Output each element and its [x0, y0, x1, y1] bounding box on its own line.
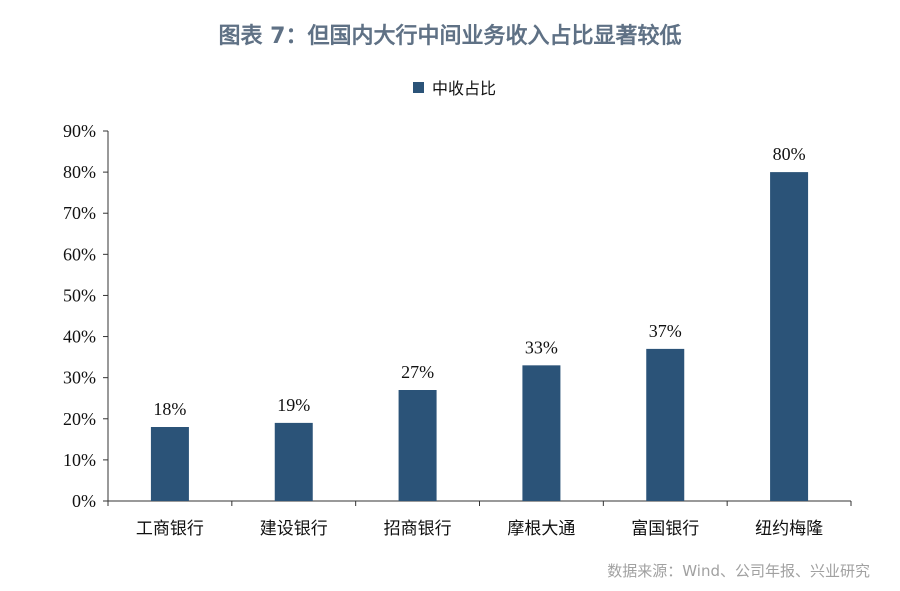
category-label: 建设银行 [260, 519, 328, 539]
data-label: 27% [401, 362, 434, 382]
legend-label: 中收占比 [432, 79, 497, 98]
data-label: 33% [525, 337, 558, 357]
chart-title: 图表 7：但国内大行中间业务收入占比显著较低 [218, 24, 682, 49]
y-tick-label: 30% [63, 368, 96, 388]
data-label: 80% [773, 144, 806, 164]
data-label: 18% [153, 399, 186, 419]
bar [646, 348, 685, 501]
y-tick-label: 50% [63, 285, 96, 305]
category-label: 富国银行 [631, 519, 699, 539]
legend-swatch [413, 81, 424, 93]
bar [150, 427, 189, 501]
y-tick-label: 20% [63, 409, 96, 429]
y-tick-label: 60% [63, 244, 96, 264]
data-label: 19% [277, 395, 310, 415]
y-tick-label: 40% [63, 327, 96, 347]
y-tick-label: 10% [63, 450, 96, 470]
bar [398, 390, 437, 501]
category-label: 招商银行 [384, 519, 452, 539]
category-label: 摩根大通 [507, 519, 575, 539]
legend: 中收占比 [413, 75, 496, 99]
y-tick-label: 70% [63, 203, 96, 223]
category-label: 纽约梅隆 [755, 519, 823, 539]
data-label: 37% [649, 321, 682, 341]
source-note: 数据来源：Wind、公司年报、兴业研究 [607, 562, 870, 580]
category-label: 工商银行 [136, 519, 204, 539]
y-tick-label: 0% [72, 491, 96, 511]
y-tick-label: 90% [63, 121, 96, 141]
y-tick-label: 80% [63, 162, 96, 182]
bar [770, 172, 809, 501]
bar [274, 422, 313, 501]
bar [522, 365, 561, 501]
